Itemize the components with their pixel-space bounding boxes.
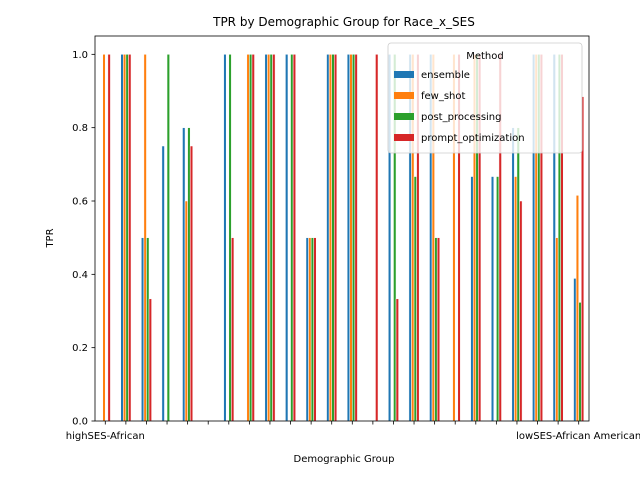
y-tick-label-0: 0.0 xyxy=(72,417,88,428)
bar-prompt_optimization-6 xyxy=(231,238,234,421)
bar-ensemble-11 xyxy=(327,54,330,421)
bar-post_processing-9 xyxy=(291,54,294,421)
bar-few_shot-11 xyxy=(329,54,332,421)
bar-few_shot-1 xyxy=(123,54,126,421)
bar-prompt_optimization-16 xyxy=(437,238,440,421)
x-axis-label: Demographic Group xyxy=(294,454,395,465)
bar-few_shot-0 xyxy=(103,54,106,421)
legend-swatch-few_shot xyxy=(394,92,414,99)
bar-prompt_optimization-11 xyxy=(334,54,337,421)
bar-prompt_optimization-7 xyxy=(252,54,255,421)
bar-few_shot-7 xyxy=(247,54,250,421)
legend-title: Method xyxy=(466,51,504,62)
bar-prompt_optimization-13 xyxy=(375,54,378,421)
bar-post_processing-6 xyxy=(229,54,232,421)
y-tick-label-2: 0.4 xyxy=(72,270,88,281)
bar-post_processing-16 xyxy=(435,238,438,421)
x-tick-label-23: lowSES-African American xyxy=(516,431,640,442)
bar-prompt_optimization-1 xyxy=(128,54,131,421)
bar-ensemble-10 xyxy=(306,238,309,421)
y-tick-label-1: 0.2 xyxy=(72,343,88,354)
y-axis-label: TPR xyxy=(45,228,56,248)
bar-ensemble-8 xyxy=(265,54,268,421)
bar-few_shot-8 xyxy=(267,54,270,421)
bar-ensemble-19 xyxy=(491,177,494,421)
bar-few_shot-4 xyxy=(185,201,188,421)
bar-post_processing-10 xyxy=(311,238,314,421)
bar-ensemble-3 xyxy=(162,146,165,421)
bar-post_processing-11 xyxy=(332,54,335,421)
bar-post_processing-7 xyxy=(249,54,252,421)
legend-label-ensemble: ensemble xyxy=(421,70,470,81)
bar-post_processing-12 xyxy=(352,54,355,421)
bar-prompt_optimization-20 xyxy=(520,201,523,421)
chart-title: TPR by Demographic Group for Race_x_SES xyxy=(212,15,475,29)
bar-prompt_optimization-2 xyxy=(149,299,152,421)
bar-ensemble-23 xyxy=(574,278,577,421)
legend-label-few_shot: few_shot xyxy=(421,91,466,102)
legend: Method ensemble few_shot post_processingpro… xyxy=(388,43,582,153)
bar-few_shot-12 xyxy=(350,54,353,421)
bar-ensemble-9 xyxy=(285,54,288,421)
bar-ensemble-18 xyxy=(471,177,474,421)
bar-post_processing-1 xyxy=(126,54,129,421)
bar-few_shot-22 xyxy=(556,238,559,421)
y-tick-label-3: 0.6 xyxy=(72,197,88,208)
x-tick-label-0: highSES-African xyxy=(66,431,145,442)
y-tick-label-4: 0.8 xyxy=(72,123,88,134)
legend-swatch-ensemble xyxy=(394,71,414,78)
bar-ensemble-2 xyxy=(141,238,144,421)
bar-post_processing-4 xyxy=(188,128,191,421)
bar-ensemble-4 xyxy=(182,128,185,421)
legend-swatch-prompt_optimization xyxy=(394,134,414,141)
bar-few_shot-2 xyxy=(144,54,147,421)
bar-prompt_optimization-8 xyxy=(273,54,276,421)
bar-prompt_optimization-9 xyxy=(293,54,296,421)
y-tick-label-5: 1.0 xyxy=(72,50,88,61)
bar-post_processing-20 xyxy=(517,128,520,421)
legend-label-prompt_optimization: prompt_optimization xyxy=(421,133,525,144)
legend-swatch-post_processing xyxy=(394,113,414,120)
bar-ensemble-1 xyxy=(121,54,124,421)
bar-ensemble-20 xyxy=(512,128,515,421)
bar-post_processing-23 xyxy=(579,302,582,421)
bar-post_processing-19 xyxy=(496,177,499,421)
bar-prompt_optimization-14 xyxy=(396,299,399,421)
bar-post_processing-15 xyxy=(414,177,417,421)
bar-prompt_optimization-10 xyxy=(314,238,317,421)
bar-few_shot-10 xyxy=(309,238,312,421)
bar-post_processing-3 xyxy=(167,54,170,421)
bar-post_processing-8 xyxy=(270,54,273,421)
bar-prompt_optimization-12 xyxy=(355,54,358,421)
bar-ensemble-12 xyxy=(347,54,350,421)
bar-post_processing-2 xyxy=(146,238,149,421)
legend-label-post_processing: post_processing xyxy=(421,112,502,123)
bar-few_shot-23 xyxy=(576,195,579,421)
bar-prompt_optimization-0 xyxy=(108,54,111,421)
bar-prompt_optimization-4 xyxy=(190,146,193,421)
bar-ensemble-6 xyxy=(224,54,227,421)
bar-few_shot-20 xyxy=(514,177,517,421)
